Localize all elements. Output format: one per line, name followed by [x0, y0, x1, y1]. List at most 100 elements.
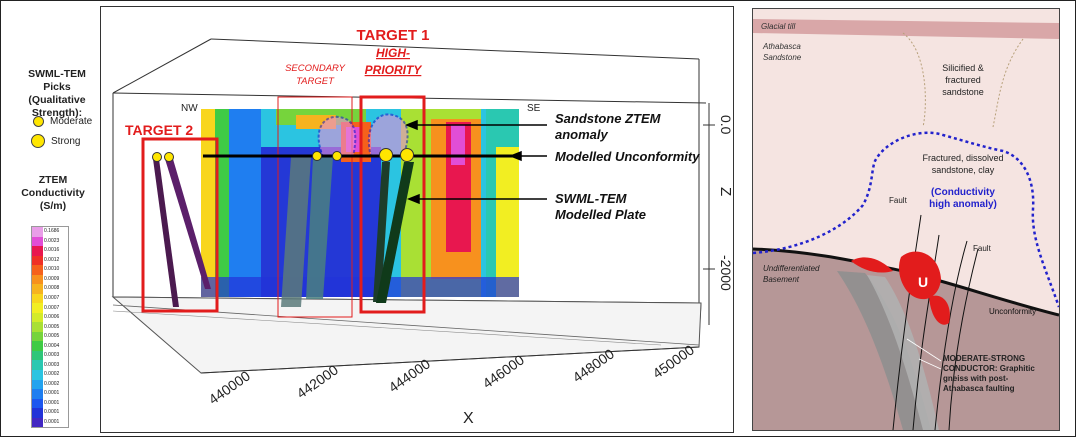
unconformity-label: Modelled Unconformity [555, 149, 700, 164]
fault-label: Fault [889, 196, 908, 205]
color-scale-step: 0.0006 [32, 312, 68, 323]
geologic-model-schematic: U Glacial till Athabasca Sandstone Silic… [752, 8, 1060, 431]
uranium-pod [851, 257, 893, 273]
legend-strong: Strong [31, 134, 80, 148]
ztem-color-scale: 0.1686 0.0023 0.0016 0.0012 0.0010 0.0009 0.00… [31, 226, 69, 428]
target-1-subtitle: PRIORITY [365, 63, 423, 77]
secondary-target-label: TARGET [296, 76, 335, 87]
fractured-label: Fractured, dissolved [922, 153, 1003, 163]
target-1-subtitle: HIGH- [376, 46, 410, 60]
ztem-anomaly-label: anomaly [555, 127, 609, 142]
uranium-pod [899, 251, 941, 300]
pick-moderate [164, 152, 174, 162]
color-scale-step: 0.0008 [32, 284, 68, 294]
target-2-box [141, 137, 219, 313]
sandstone-anomaly-outline-1 [317, 115, 357, 158]
pick-moderate [312, 151, 322, 161]
fractured-label: sandstone, clay [932, 165, 995, 175]
z-tick-label: -2000 [718, 255, 733, 291]
color-scale-step: 0.0005 [32, 322, 68, 332]
color-scale-step: 0.0004 [32, 341, 68, 351]
graphitic-conductor-zone [867, 275, 939, 430]
graphitic-conductor-zone [837, 271, 931, 430]
pick-strong [400, 148, 414, 162]
color-scale-step: 0.0007 [32, 293, 68, 304]
uranium-label: U [918, 274, 928, 290]
pick-moderate [332, 151, 342, 161]
modelled-plate-label: SWML-TEM [555, 191, 628, 206]
color-scale-step: 0.0023 [32, 236, 68, 247]
svg-text:gneiss with post-: gneiss with post- [943, 374, 1009, 383]
conductivity-label: high anomaly) [929, 199, 997, 210]
ztem-3d-section: TARGET 1 HIGH- PRIORITY TARGET 2 SECONDA… [100, 6, 734, 433]
x-tick-label: 440000 [206, 367, 254, 407]
conductor-leader [906, 338, 942, 362]
uranium-pod [929, 295, 950, 325]
plate-target-2b [165, 159, 211, 289]
svg-text:MODERATE-STRONG: MODERATE-STRONG [943, 354, 1025, 363]
ztem-anomaly-label: Sandstone ZTEM [555, 111, 662, 126]
color-scale-step: 0.0003 [32, 350, 68, 361]
plate-target-1b [376, 162, 414, 303]
nw-label: NW [181, 103, 198, 114]
plate-target-1a [373, 162, 390, 302]
color-scale-step: 0.0010 [32, 265, 68, 275]
silicified-zone-outline [992, 38, 1024, 128]
color-scale-step: 0.0002 [32, 369, 68, 380]
x-axis-label: X [463, 410, 474, 427]
plate-secondary-b [306, 157, 333, 299]
pick-moderate [152, 152, 162, 162]
plate-target-2a [153, 159, 179, 307]
silicified-label: sandstone [942, 87, 984, 97]
conductor-label: MODERATE-STRONG CONDUCTOR: Graphitic gne… [943, 354, 1035, 393]
color-scale-step: 0.0007 [32, 303, 68, 313]
secondary-target-label: SECONDARY [285, 63, 345, 74]
picks-legend-title: SWML-TEM Picks (Qualitative Strength): [28, 68, 86, 119]
moderate-pick-icon [33, 116, 44, 127]
annotation-arrows [404, 119, 547, 205]
color-scale-step: 0.0012 [32, 255, 68, 266]
conductivity-label: (Conductivity [931, 187, 995, 198]
color-scale-step: 0.0001 [32, 408, 68, 418]
geo-svg: U Glacial till Athabasca Sandstone Silic… [753, 9, 1059, 430]
color-scale-step: 0.0001 [32, 389, 68, 399]
strong-pick-icon [31, 134, 45, 148]
legend-moderate: Moderate [33, 116, 92, 127]
color-scale-step: 0.0005 [32, 331, 68, 342]
target-2-title: TARGET 2 [125, 122, 193, 138]
silicified-label: Silicified & [942, 63, 984, 73]
silicified-zone-outline [902, 32, 926, 128]
color-scale-step: 0.0003 [32, 360, 68, 370]
target-1-box [359, 95, 426, 314]
svg-text:CONDUCTOR: Graphitic: CONDUCTOR: Graphitic [943, 364, 1035, 373]
target-1-title: TARGET 1 [356, 27, 429, 44]
base-plane [111, 296, 702, 374]
plate-secondary-a [281, 157, 311, 307]
pick-strong [379, 148, 393, 162]
unconformity-label: Unconformity [989, 307, 1036, 316]
color-scale-step: 0.1686 [32, 227, 68, 237]
color-scale-step: 0.0001 [32, 417, 68, 428]
fault-label: Fault [973, 244, 992, 253]
x-axis [200, 346, 700, 374]
color-scale-step: 0.0016 [32, 246, 68, 256]
modelled-plate-label: Modelled Plate [555, 207, 646, 222]
color-scale-step: 0.0001 [32, 398, 68, 409]
z-tick-label: 0.0 [718, 115, 733, 135]
swml-tem-picks [152, 148, 414, 162]
ztem-legend-title: ZTEM Conductivity (S/m) [21, 174, 85, 212]
athabasca-label: Athabasca [762, 42, 801, 51]
color-scale-step: 0.0009 [32, 274, 68, 285]
svg-text:Athabasca faulting: Athabasca faulting [943, 384, 1015, 393]
conductor-leader [918, 358, 942, 370]
conductivity-anomaly-outline [753, 131, 1059, 308]
color-scale-step: 0.0002 [32, 379, 68, 390]
sandstone-anomaly-outline-2 [367, 113, 409, 158]
athabasca-label: Sandstone [763, 53, 802, 62]
silicified-label: fractured [945, 75, 981, 85]
basement-label: Basement [763, 275, 800, 284]
se-label: SE [527, 103, 541, 114]
glacial-till-label: Glacial till [761, 22, 795, 31]
secondary-target-box [277, 96, 353, 318]
glacial-till-layer [753, 19, 1059, 39]
